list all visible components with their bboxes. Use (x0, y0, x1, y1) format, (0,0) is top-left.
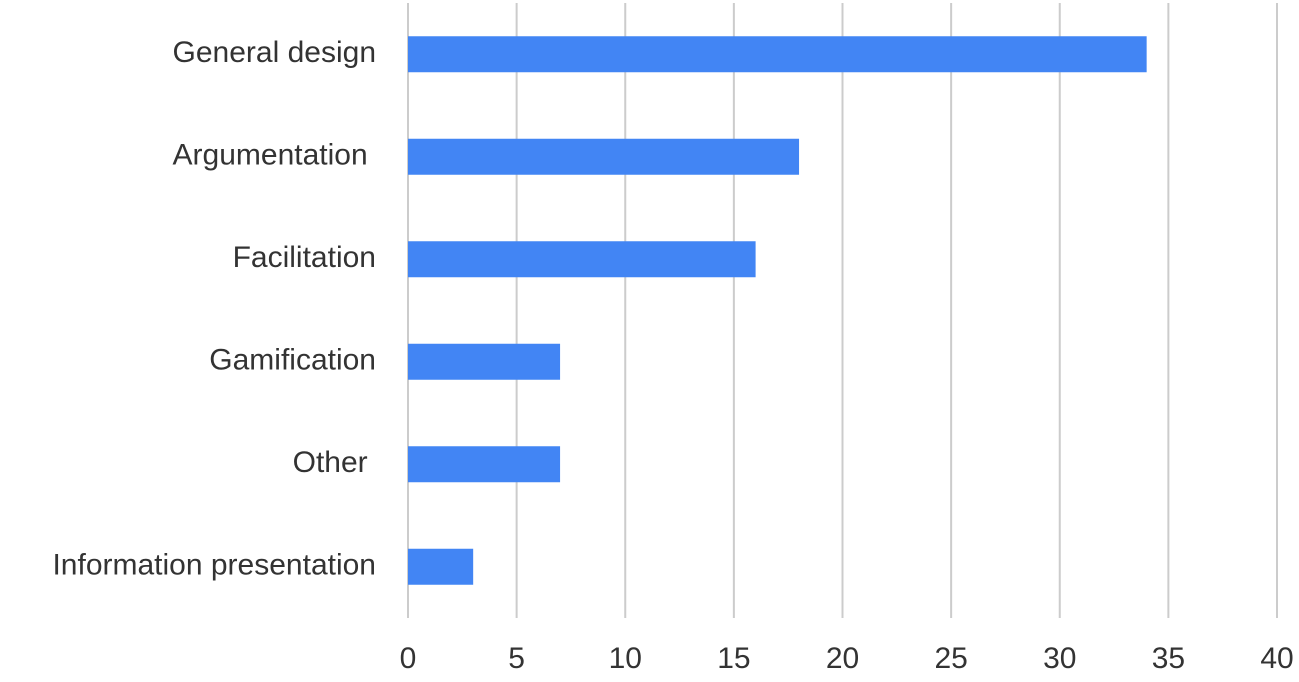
bar (408, 138, 800, 175)
y-tick-label: Other (293, 446, 376, 479)
x-tick-label: 35 (1152, 642, 1185, 675)
x-tick-label: 5 (508, 642, 525, 675)
bar (408, 548, 474, 585)
x-tick-label: 20 (826, 642, 859, 675)
x-tick-label: 30 (1043, 642, 1076, 675)
x-tick-label: 10 (609, 642, 642, 675)
y-tick-label: Argumentation (173, 139, 376, 172)
x-tick-label: 40 (1260, 642, 1293, 675)
bar (408, 241, 756, 278)
bar (408, 343, 561, 380)
y-tick-label: Facilitation (233, 241, 376, 274)
bar (408, 446, 561, 483)
y-tick-label: Information presentation (52, 549, 376, 582)
y-tick-label: General design (173, 36, 376, 69)
y-tick-label: Gamification (209, 344, 376, 377)
bar (408, 36, 1147, 73)
x-tick-label: 15 (717, 642, 750, 675)
x-tick-label: 25 (934, 642, 967, 675)
x-tick-label: 0 (400, 642, 417, 675)
